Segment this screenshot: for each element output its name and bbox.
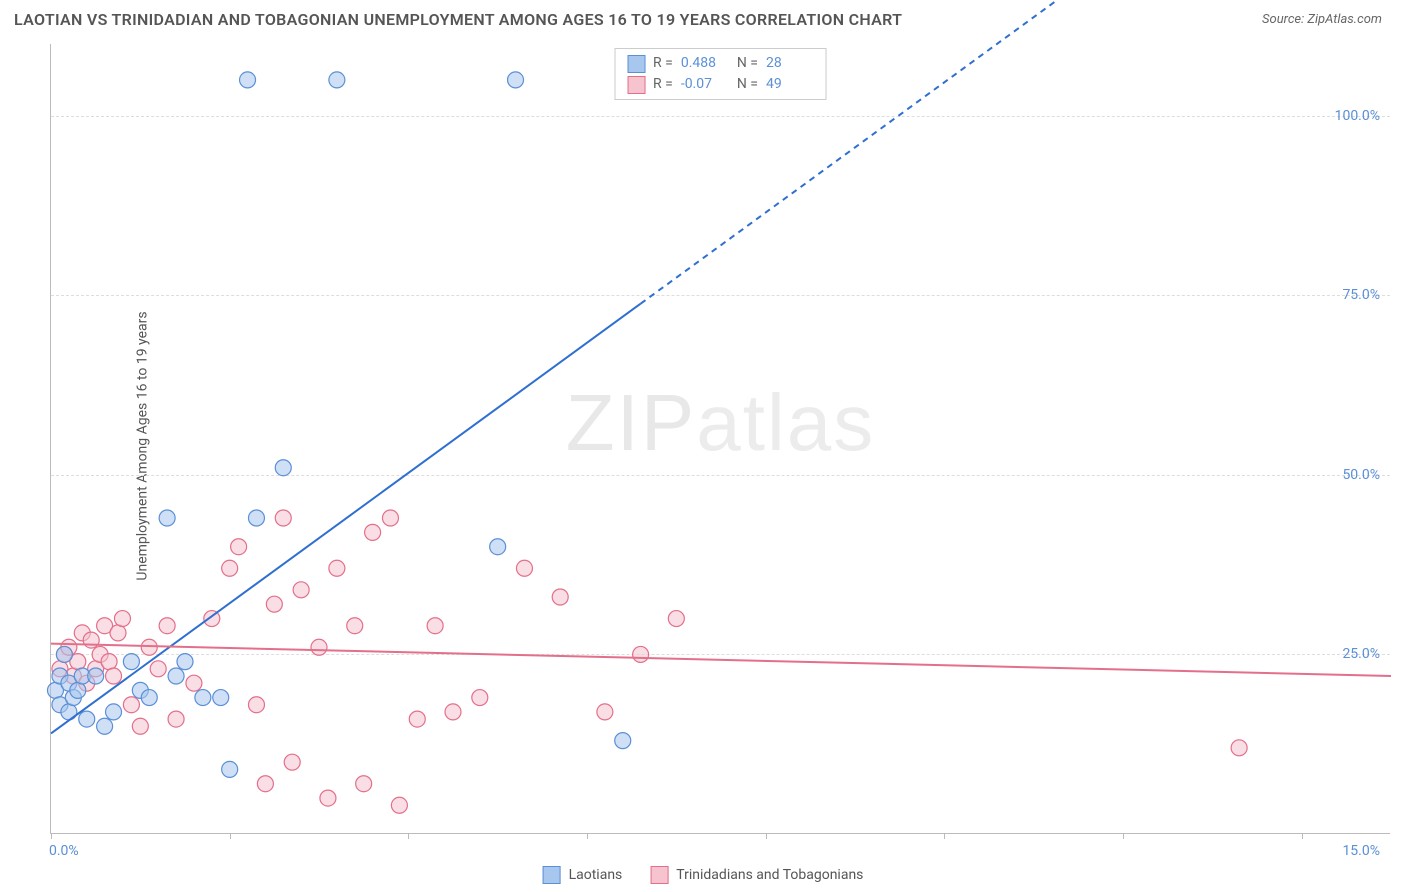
- chart-title: LAOTIAN VS TRINIDADIAN AND TOBAGONIAN UN…: [14, 10, 902, 29]
- legend-series-box: Laotians Trinidadians and Tobagonians: [543, 866, 864, 884]
- r-value-laotians: 0.488: [681, 53, 729, 74]
- n-label: N =: [737, 74, 758, 95]
- legend-row-trinidadians: R = -0.07 N = 49: [627, 74, 814, 95]
- x-axis-max-label: 15.0%: [1342, 843, 1380, 859]
- r-value-trinidadians: -0.07: [681, 74, 729, 95]
- legend-item-trinidadians: Trinidadians and Tobagonians: [650, 866, 863, 884]
- n-value-laotians: 28: [766, 53, 814, 74]
- legend-label-trinidadians: Trinidadians and Tobagonians: [676, 867, 863, 883]
- title-bar: LAOTIAN VS TRINIDADIAN AND TOBAGONIAN UN…: [0, 0, 1406, 35]
- scatter-plot-svg: [51, 44, 1390, 833]
- legend-row-laotians: R = 0.488 N = 28: [627, 53, 814, 74]
- legend-swatch-icon: [650, 866, 668, 884]
- x-axis-min-label: 0.0%: [49, 843, 79, 859]
- n-value-trinidadians: 49: [766, 74, 814, 95]
- legend-correlation-box: R = 0.488 N = 28 R = -0.07 N = 49: [614, 48, 827, 100]
- source-attribution: Source: ZipAtlas.com: [1262, 12, 1382, 27]
- legend-swatch-icon: [543, 866, 561, 884]
- legend-item-laotians: Laotians: [543, 866, 623, 884]
- legend-swatch-laotians: [627, 55, 645, 73]
- chart-plot-area: ZIPatlas 25.0%50.0%75.0%100.0% R = 0.488…: [50, 44, 1390, 834]
- r-label: R =: [653, 74, 673, 95]
- legend-label-laotians: Laotians: [569, 867, 623, 883]
- r-label: R =: [653, 53, 673, 74]
- legend-swatch-trinidadians: [627, 76, 645, 94]
- n-label: N =: [737, 53, 758, 74]
